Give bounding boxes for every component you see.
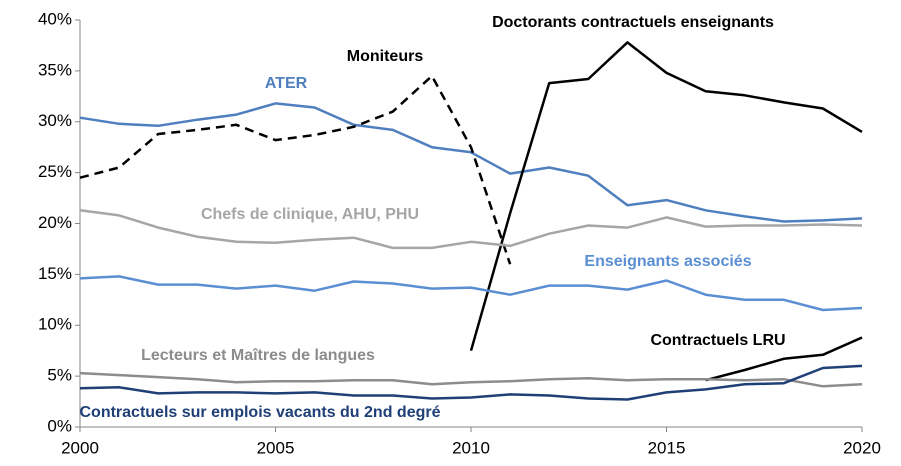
y-tick-label: 5% <box>47 366 72 385</box>
series-label: Doctorants contractuels enseignants <box>492 14 774 31</box>
series-line <box>79 209 863 250</box>
y-tick-label: 15% <box>38 264 72 283</box>
series-label: Lecteurs et Maîtres de langues <box>141 347 375 364</box>
series-line <box>79 371 863 388</box>
series-line <box>469 41 863 352</box>
series-label: Moniteurs <box>347 48 424 65</box>
y-tick-label: 0% <box>47 416 72 435</box>
series-label: Contractuels LRU <box>650 332 785 349</box>
y-tick-label: 30% <box>38 111 72 130</box>
series-line <box>79 74 512 265</box>
series-line <box>705 336 863 382</box>
series-line <box>79 275 863 312</box>
y-tick-label: 35% <box>38 60 72 79</box>
series-line <box>79 102 863 223</box>
x-tick-label: 2020 <box>843 438 881 457</box>
series-line <box>79 364 863 401</box>
x-tick-label: 2010 <box>452 438 490 457</box>
y-tick-label: 10% <box>38 315 72 334</box>
series-label: Contractuels sur emplois vacants du 2nd … <box>80 404 441 421</box>
x-tick-label: 2000 <box>61 438 99 457</box>
y-tick-label: 25% <box>38 162 72 181</box>
series-label: Enseignants associés <box>584 253 751 270</box>
x-tick-label: 2015 <box>648 438 686 457</box>
y-tick-label: 20% <box>38 213 72 232</box>
series-label: Chefs de clinique, AHU, PHU <box>201 206 419 223</box>
x-tick-label: 2005 <box>257 438 295 457</box>
series-label: ATER <box>265 75 308 92</box>
y-tick-label: 40% <box>38 9 72 28</box>
